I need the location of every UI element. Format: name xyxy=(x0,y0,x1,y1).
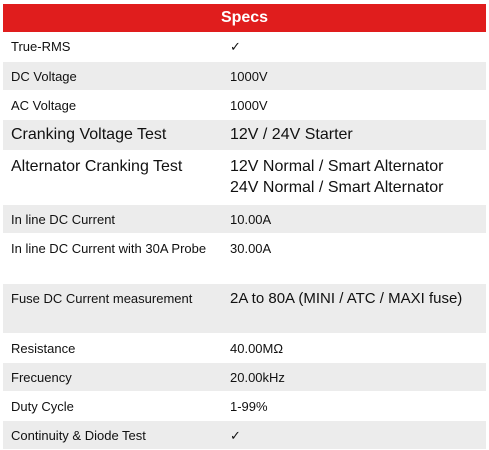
table-row: AC Voltage 1000V xyxy=(3,90,487,120)
spec-label: DC Voltage xyxy=(3,61,217,91)
table-row: Duty Cycle 1-99% xyxy=(3,391,487,421)
spec-value: 30.00A xyxy=(217,233,487,284)
table-header: Specs xyxy=(3,4,487,32)
spec-label: Resistance xyxy=(3,333,217,363)
spec-label: Frecuency xyxy=(3,362,217,392)
check-icon: ✓ xyxy=(217,32,487,62)
spec-label: Fuse DC Current measurement xyxy=(3,283,217,334)
spec-label: In line DC Current xyxy=(3,204,217,234)
spec-value: 2A to 80A (MINI / ATC / MAXI fuse) xyxy=(217,283,487,334)
table-row: DC Voltage 1000V xyxy=(3,61,487,91)
spec-label: Alternator Cranking Test xyxy=(3,150,217,205)
specs-table: Specs True-RMS ✓ DC Voltage 1000V AC Vol… xyxy=(3,4,487,450)
table-row: Continuity & Diode Test ✓ xyxy=(3,420,487,450)
spec-value: 10.00A xyxy=(217,204,487,234)
spec-value-line: 24V Normal / Smart Alternator xyxy=(230,178,444,196)
table-row: Cranking Voltage Test 12V / 24V Starter xyxy=(3,119,487,151)
spec-value-line: 12V Normal / Smart Alternator xyxy=(230,157,444,175)
spec-label: AC Voltage xyxy=(3,90,217,120)
spec-label: Continuity & Diode Test xyxy=(3,420,217,450)
spec-value: 12V Normal / Smart Alternator 24V Normal… xyxy=(217,150,487,205)
table-row: True-RMS ✓ xyxy=(3,32,487,62)
table-header-row: Specs xyxy=(3,4,487,32)
check-icon: ✓ xyxy=(217,420,487,450)
table-row: In line DC Current 10.00A xyxy=(3,204,487,234)
table-row: Frecuency 20.00kHz xyxy=(3,362,487,392)
table-row: Fuse DC Current measurement 2A to 80A (M… xyxy=(3,283,487,334)
spec-value: 12V / 24V Starter xyxy=(217,119,487,151)
spec-value: 1000V xyxy=(217,61,487,91)
table-row: In line DC Current with 30A Probe 30.00A xyxy=(3,233,487,284)
table-row: Resistance 40.00MΩ xyxy=(3,333,487,363)
spec-value: 1000V xyxy=(217,90,487,120)
spec-label: Cranking Voltage Test xyxy=(3,119,217,151)
spec-value: 20.00kHz xyxy=(217,362,487,392)
spec-value: 40.00MΩ xyxy=(217,333,487,363)
spec-label: In line DC Current with 30A Probe xyxy=(3,233,217,284)
spec-label: True-RMS xyxy=(3,32,217,62)
table-row: Alternator Cranking Test 12V Normal / Sm… xyxy=(3,150,487,205)
spec-label: Duty Cycle xyxy=(3,391,217,421)
spec-value: 1-99% xyxy=(217,391,487,421)
